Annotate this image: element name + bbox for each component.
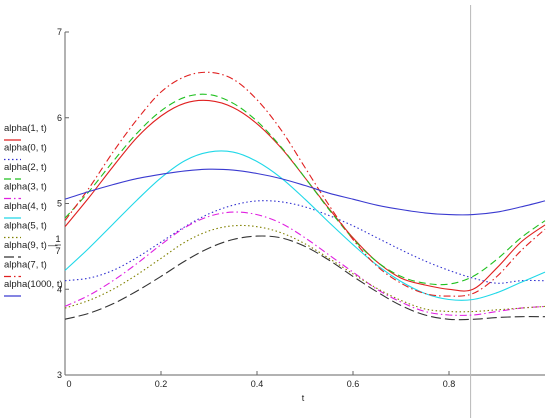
legend-label: alpha(5, t) [4, 221, 47, 232]
legend-label: alpha(0, t) [4, 143, 47, 154]
y-tick-label: 7 [57, 27, 62, 37]
series-line-6 [64, 235, 546, 321]
y-tick-label: 4 [57, 284, 62, 294]
series-line-8 [64, 168, 546, 216]
legend-label: alpha(2, t) [4, 162, 47, 173]
series-line-2 [64, 93, 546, 286]
x-tick-label: 0.6 [347, 379, 360, 389]
legend-label: alpha(1000, t) [4, 279, 63, 290]
series-group [64, 71, 546, 321]
y-tick-label: 6 [57, 113, 62, 123]
x-tick-label: 0.8 [443, 379, 456, 389]
series-line-0 [64, 99, 546, 292]
legend-fraction-numerator: 1 [55, 234, 60, 245]
legend-label: alpha(9, t) [4, 240, 47, 251]
legend-fraction-denominator: 7 [55, 246, 60, 257]
x-axis-label: t [302, 393, 305, 403]
legend-label: alpha(4, t) [4, 201, 47, 212]
series-line-3 [64, 211, 546, 316]
axes: 3 4 5 6 7 0 0.2 0.4 0.6 0.8 [57, 5, 545, 418]
y-tick-label: 5 [57, 199, 62, 209]
series-line-4 [64, 150, 546, 301]
legend-label: alpha(3, t) [4, 182, 47, 193]
legend-label-suffix: — [48, 240, 58, 251]
x-tick-label: 0.2 [155, 379, 168, 389]
x-tick-label: 0 [66, 379, 71, 389]
y-tick-label: 3 [57, 370, 62, 380]
series-line-7 [64, 71, 546, 297]
series-line-5 [64, 224, 546, 313]
legend-label: alpha(1, t) [4, 123, 47, 134]
legend-label: alpha(7, t) [4, 260, 47, 271]
x-tick-label: 0.4 [251, 379, 264, 389]
series-line-1 [64, 200, 546, 284]
legend: alpha(1, t) alpha(0, t) alpha(2, t) alpha(3… [4, 123, 63, 297]
